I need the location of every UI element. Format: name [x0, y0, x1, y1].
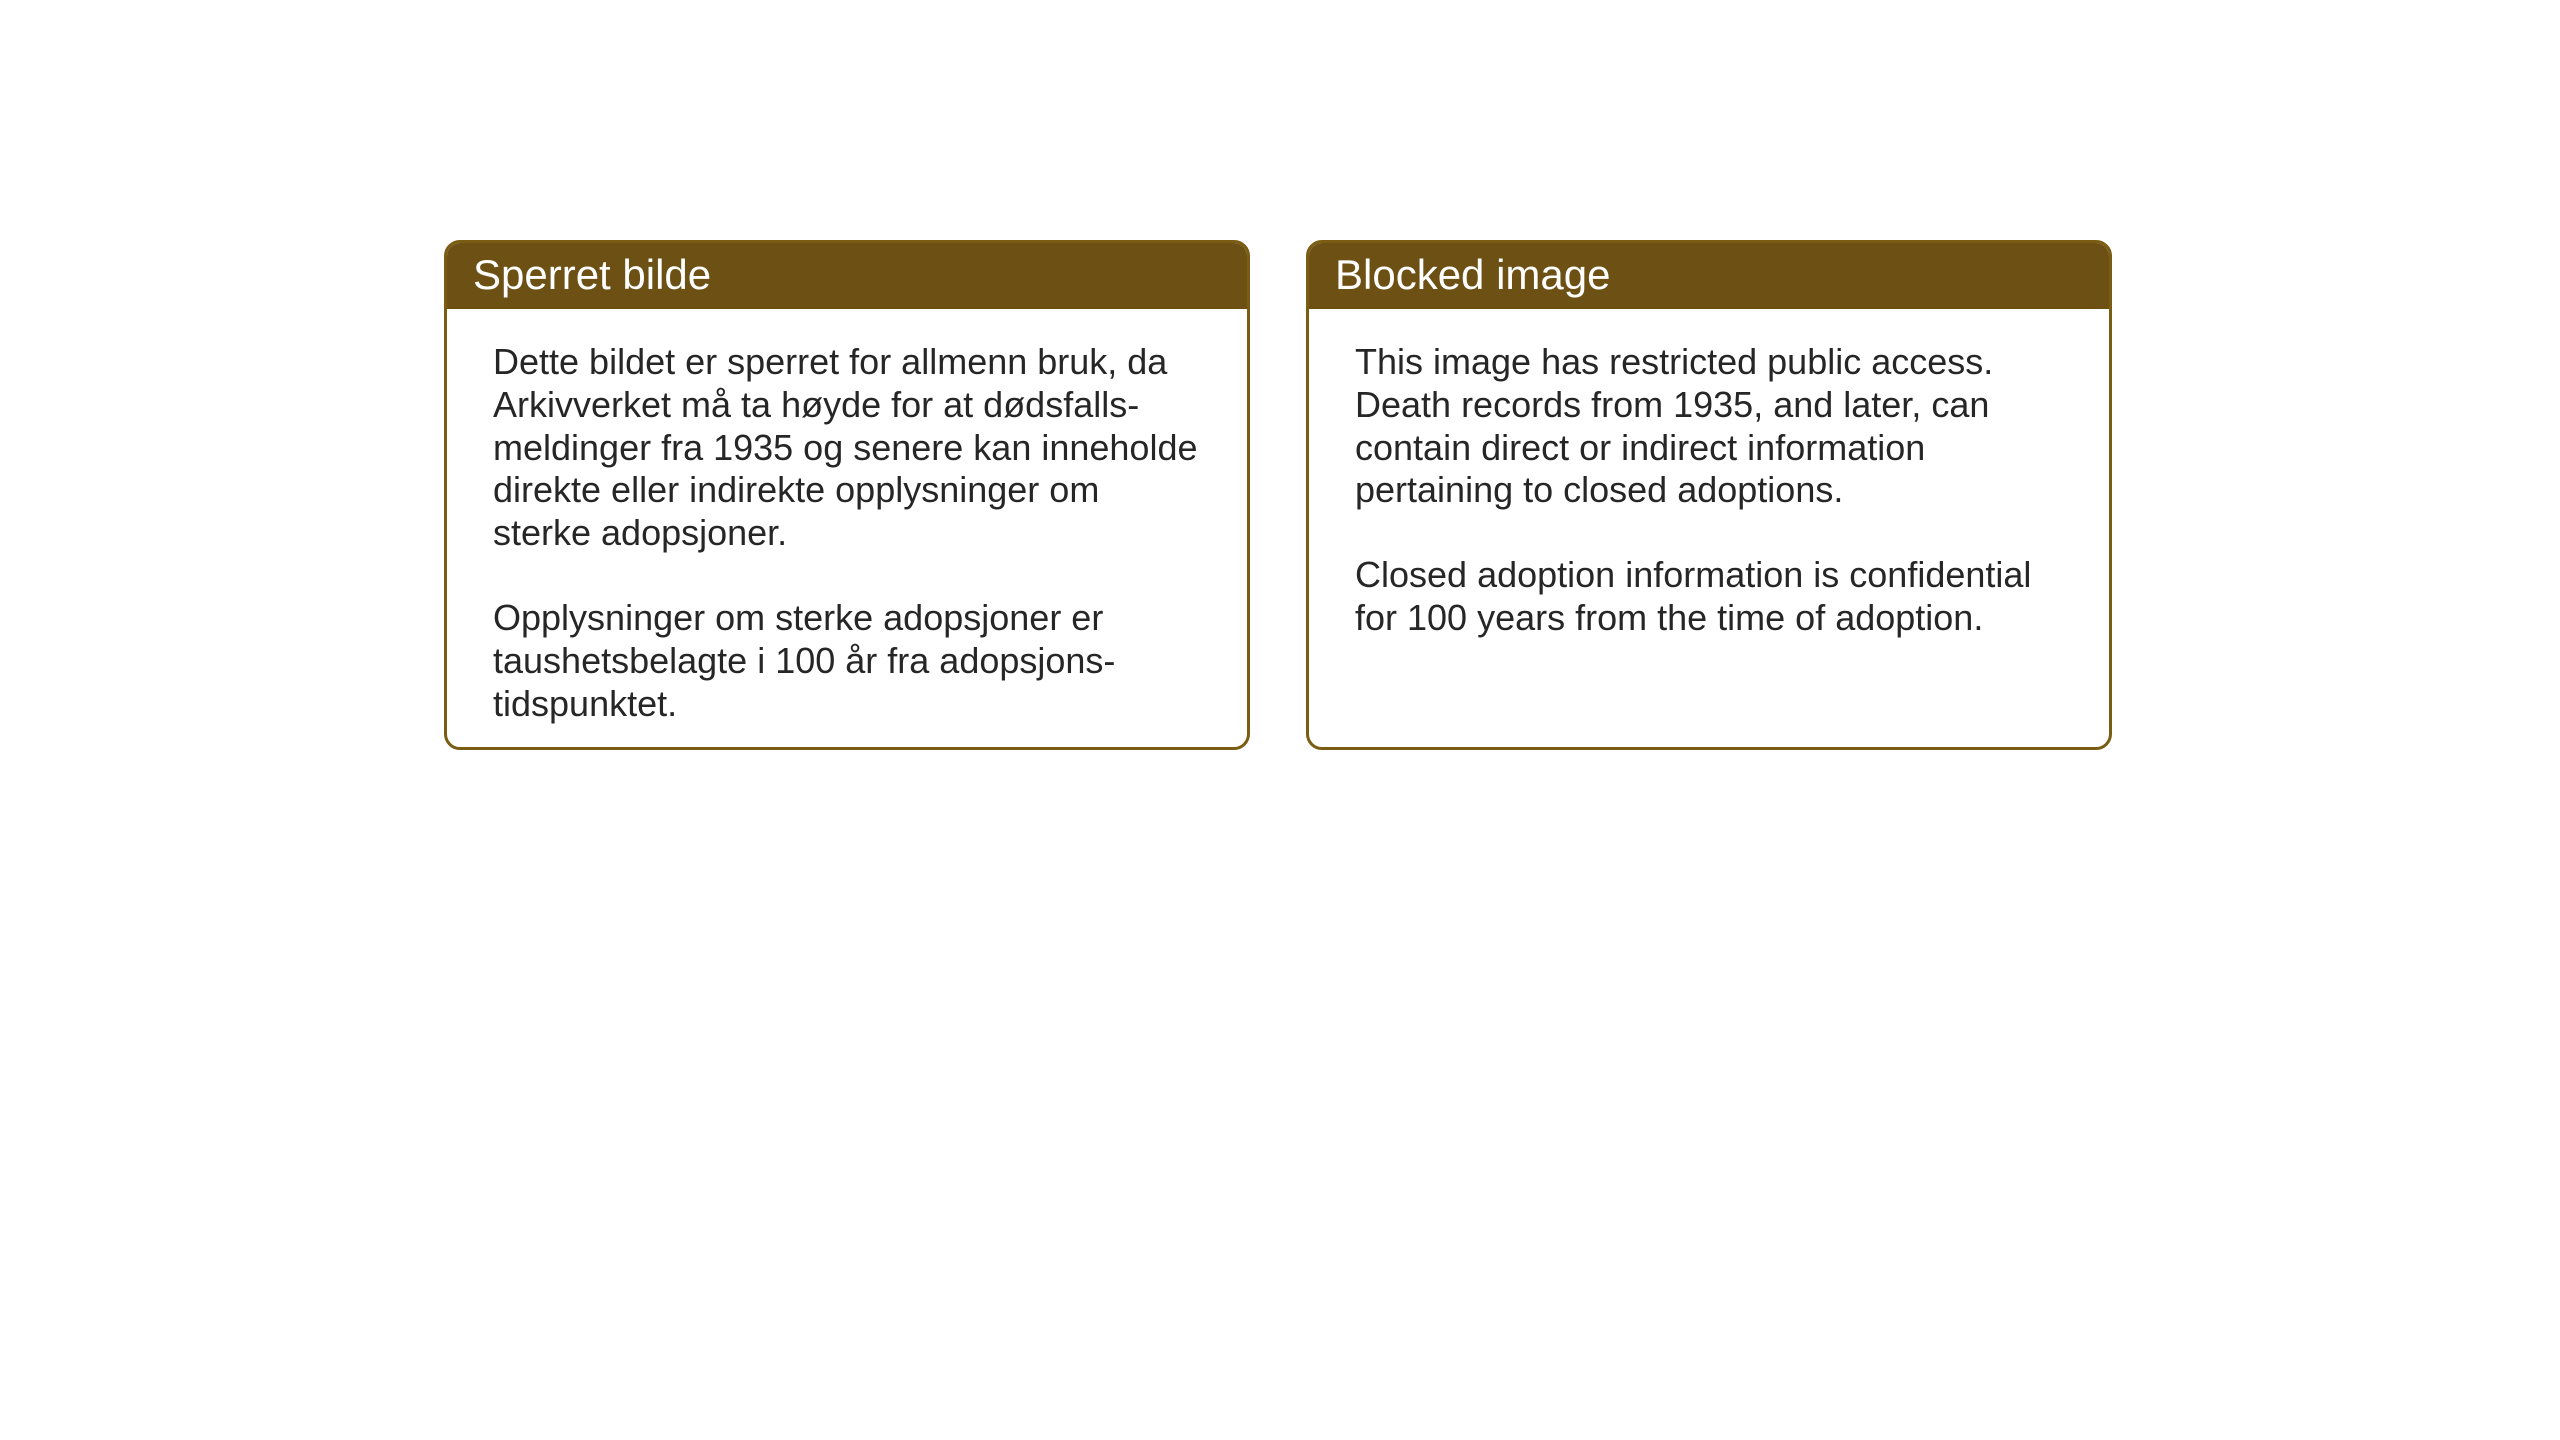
english-paragraph-2: Closed adoption information is confident… — [1355, 554, 2063, 640]
norwegian-paragraph-1: Dette bildet er sperret for allmenn bruk… — [493, 341, 1201, 555]
english-notice-card: Blocked image This image has restricted … — [1306, 240, 2112, 750]
english-card-body: This image has restricted public access.… — [1309, 309, 2109, 672]
english-paragraph-1: This image has restricted public access.… — [1355, 341, 2063, 512]
norwegian-card-body: Dette bildet er sperret for allmenn bruk… — [447, 309, 1247, 750]
notice-container: Sperret bilde Dette bildet er sperret fo… — [444, 240, 2112, 750]
norwegian-card-title: Sperret bilde — [447, 243, 1247, 309]
english-card-title: Blocked image — [1309, 243, 2109, 309]
norwegian-notice-card: Sperret bilde Dette bildet er sperret fo… — [444, 240, 1250, 750]
norwegian-paragraph-2: Opplysninger om sterke adopsjoner er tau… — [493, 597, 1201, 725]
